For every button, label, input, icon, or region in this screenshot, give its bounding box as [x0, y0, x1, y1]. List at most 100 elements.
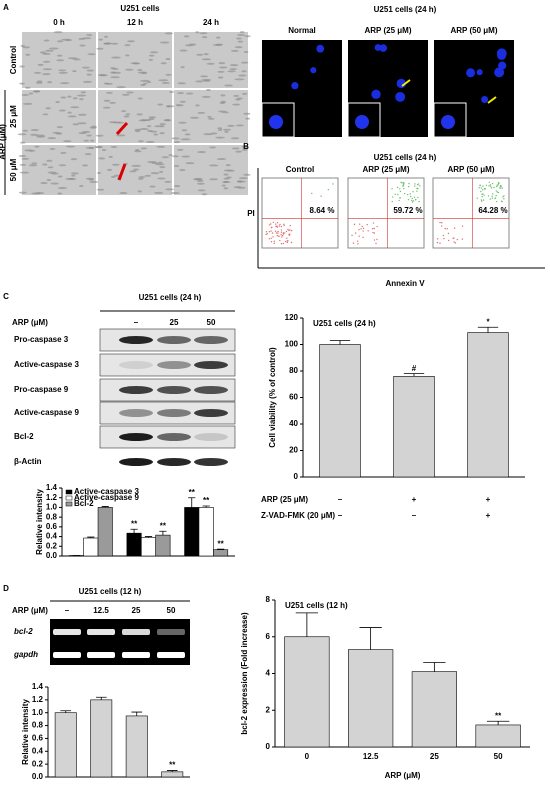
- cell: [165, 57, 171, 60]
- cell: [57, 175, 63, 178]
- cell: [49, 147, 56, 150]
- cell: [133, 62, 141, 65]
- arrow: [115, 121, 129, 136]
- cell: [206, 62, 215, 65]
- event: [373, 239, 376, 241]
- cell: [140, 147, 147, 150]
- event: [461, 225, 464, 227]
- cell: [197, 189, 206, 192]
- event: [288, 229, 290, 232]
- cell: [168, 154, 173, 157]
- cell: [106, 91, 113, 94]
- cell: [242, 92, 248, 95]
- event: [280, 229, 283, 231]
- cell: [77, 122, 87, 125]
- cell: [177, 104, 184, 107]
- cell: [163, 119, 172, 122]
- event: [280, 243, 283, 245]
- y-tick-label: 4: [266, 669, 271, 678]
- cell: [192, 178, 203, 181]
- cell: [240, 61, 249, 64]
- condition-value: –: [338, 495, 343, 504]
- y-tick-label: 0.2: [32, 759, 44, 768]
- event: [270, 223, 272, 225]
- cell: [18, 191, 27, 194]
- cell: [236, 37, 242, 40]
- event: [362, 227, 365, 230]
- nucleus: [476, 69, 483, 76]
- event: [439, 242, 441, 244]
- y-tick-label: 1.0: [32, 708, 44, 717]
- event: [499, 184, 502, 187]
- y-axis-label: Cell viability (% of control): [268, 347, 277, 448]
- cell: [148, 58, 153, 61]
- cell: [67, 111, 72, 114]
- cell: [156, 145, 166, 148]
- error-bar: [60, 710, 72, 713]
- cell: [34, 145, 40, 148]
- event: [361, 225, 363, 228]
- event: [414, 198, 417, 201]
- error-bar: [131, 711, 143, 716]
- nucleus: [269, 115, 283, 129]
- cell: [39, 51, 47, 54]
- cell: [159, 170, 164, 173]
- event: [492, 193, 494, 195]
- band: [194, 386, 228, 394]
- event: [488, 185, 490, 187]
- band: [157, 652, 185, 658]
- cell: [42, 68, 53, 71]
- nucleus: [441, 115, 455, 129]
- bar: [54, 712, 77, 778]
- cell: [32, 90, 41, 93]
- nucleus: [395, 91, 406, 102]
- column-header: 24 h: [203, 18, 219, 27]
- cell: [108, 155, 113, 158]
- cell: [98, 157, 106, 160]
- cell: [159, 166, 166, 169]
- cell: [161, 81, 170, 84]
- nucleus: [291, 82, 299, 90]
- event: [406, 193, 409, 196]
- cell: [72, 97, 78, 100]
- panel-label: D: [3, 584, 9, 593]
- cell: [140, 79, 150, 82]
- cell: [45, 49, 55, 52]
- bar: [90, 699, 113, 778]
- bar: [475, 724, 521, 748]
- event: [274, 230, 277, 233]
- cell: [48, 47, 59, 50]
- legend-entry: Active-caspase 9: [74, 493, 139, 502]
- cell: [216, 158, 227, 161]
- panel-label: A: [3, 3, 9, 12]
- significance: *: [486, 317, 490, 326]
- cell: [20, 44, 26, 47]
- band: [122, 652, 150, 658]
- event: [290, 241, 293, 244]
- event: [275, 232, 278, 234]
- band: [119, 433, 153, 441]
- legend-swatch: [65, 501, 73, 507]
- cell: [40, 181, 48, 184]
- cell: [189, 116, 199, 119]
- cell: [137, 69, 143, 72]
- event: [353, 223, 356, 226]
- cell: [242, 145, 247, 148]
- cell: [42, 52, 51, 55]
- cell: [72, 58, 81, 61]
- event: [417, 187, 419, 190]
- y-tick-label: 0.8: [32, 721, 44, 730]
- cell: [103, 35, 109, 38]
- significance: **: [495, 711, 502, 720]
- cell: [78, 132, 87, 135]
- bar: [97, 507, 113, 557]
- event: [376, 238, 378, 241]
- cell: [72, 123, 80, 126]
- cell: [121, 93, 130, 96]
- band: [157, 409, 191, 417]
- cell: [201, 95, 211, 98]
- cell: [25, 86, 31, 89]
- cell: [236, 33, 246, 36]
- event: [397, 193, 399, 196]
- band: [157, 458, 191, 466]
